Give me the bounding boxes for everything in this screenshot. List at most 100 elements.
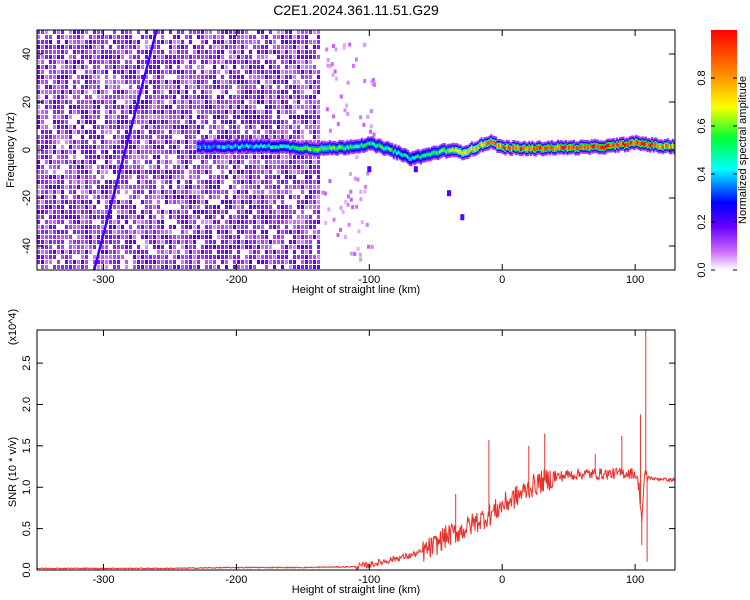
- heatmap-signal-cell: [547, 145, 550, 150]
- heatmap-noise-cell: [285, 35, 288, 39]
- heatmap-noise-cell: [301, 255, 304, 259]
- heatmap-noise-cell: [317, 180, 320, 184]
- heatmap-signal-cell: [338, 145, 341, 149]
- heatmap-noise-cell: [141, 225, 144, 229]
- heatmap-noise-cell: [53, 90, 56, 94]
- heatmap-noise-cell: [221, 240, 224, 244]
- heatmap-noise-cell: [189, 180, 192, 184]
- heatmap-noise-cell: [53, 205, 56, 209]
- heatmap-noise-cell: [169, 95, 172, 99]
- heatmap-noise-cell: [93, 35, 96, 39]
- heatmap-noise-cell: [93, 235, 96, 239]
- heatmap-noise-cell: [273, 45, 276, 49]
- heatmap-noise-cell: [57, 105, 60, 109]
- heatmap-noise-cell: [317, 175, 320, 179]
- heatmap-signal-cell: [448, 148, 451, 153]
- heatmap-noise-cell: [217, 195, 220, 199]
- heatmap-noise-cell: [301, 225, 304, 229]
- heatmap-noise-cell: [145, 125, 148, 129]
- heatmap-noise-cell: [117, 165, 120, 169]
- heatmap-noise-cell: [185, 80, 188, 84]
- heatmap-noise-cell: [57, 185, 60, 189]
- heatmap-noise-cell: [233, 160, 236, 164]
- heatmap-noise-cell: [241, 160, 244, 164]
- colorbar-tick-label: 0.6: [696, 118, 708, 133]
- heatmap-noise-cell: [185, 185, 188, 189]
- heatmap-noise-cell: [49, 70, 52, 74]
- heatmap-noise-cell: [121, 185, 124, 189]
- heatmap-noise-cell: [141, 105, 144, 109]
- heatmap-signal-cell: [257, 145, 260, 149]
- heatmap-noise-cell: [133, 80, 136, 84]
- heatmap-noise-cell: [89, 110, 92, 114]
- heatmap-noise-cell: [305, 40, 308, 44]
- heatmap-noise-cell: [97, 65, 100, 69]
- heatmap-noise-cell: [45, 125, 48, 129]
- heatmap-noise-cell: [245, 220, 248, 224]
- heatmap-noise-cell: [285, 175, 288, 179]
- heatmap-noise-cell: [233, 130, 236, 134]
- heatmap-noise-cell: [45, 50, 48, 54]
- heatmap-noise-cell: [301, 215, 304, 219]
- heatmap-noise-cell: [105, 105, 108, 109]
- heatmap-signal-cell: [604, 145, 607, 149]
- heatmap-noise-cell: [241, 80, 244, 84]
- heatmap-noise-cell: [81, 225, 84, 229]
- heatmap-noise-cell: [269, 65, 272, 69]
- heatmap-noise-cell: [221, 235, 224, 239]
- heatmap-noise-cell: [85, 210, 88, 214]
- heatmap-noise-cell: [45, 115, 48, 119]
- heatmap-noise-cell: [97, 50, 100, 54]
- heatmap-noise-cell: [145, 205, 148, 209]
- heatmap-noise-cell: [153, 220, 156, 224]
- heatmap-noise-cell: [165, 95, 168, 99]
- heatmap-noise-cell: [129, 240, 132, 244]
- heatmap-noise-cell: [53, 135, 56, 139]
- heatmap-noise-cell: [285, 160, 288, 164]
- heatmap-noise-cell: [121, 115, 124, 119]
- heatmap-noise-cell: [205, 135, 208, 139]
- heatmap-noise-cell: [265, 155, 268, 159]
- heatmap-noise-cell: [61, 120, 64, 124]
- heatmap-noise-cell: [305, 55, 308, 59]
- heatmap-noise-cell: [125, 70, 128, 74]
- heatmap-noise-cell: [277, 160, 280, 164]
- heatmap-noise-cell: [145, 135, 148, 139]
- heatmap-noise-cell: [85, 115, 88, 119]
- heatmap-scatter-cell: [355, 155, 359, 160]
- heatmap-noise-cell: [297, 225, 300, 229]
- heatmap-noise-cell: [149, 255, 152, 259]
- heatmap-noise-cell: [261, 90, 264, 94]
- heatmap-noise-cell: [193, 100, 196, 104]
- heatmap-noise-cell: [97, 30, 100, 34]
- heatmap-noise-cell: [165, 230, 168, 234]
- heatmap-signal-cell: [317, 148, 320, 152]
- heatmap-noise-cell: [241, 200, 244, 204]
- heatmap-noise-cell: [137, 60, 140, 64]
- heatmap-noise-cell: [145, 145, 148, 149]
- heatmap-signal-cell: [595, 144, 598, 149]
- heatmap-signal-cell: [268, 143, 271, 148]
- heatmap-noise-cell: [89, 170, 92, 174]
- heatmap-signal-cell: [252, 145, 255, 150]
- heatmap-noise-cell: [269, 105, 272, 109]
- heatmap-noise-cell: [193, 240, 196, 244]
- heatmap-noise-cell: [177, 240, 180, 244]
- heatmap-signal-cell: [553, 146, 556, 151]
- heatmap-noise-cell: [189, 155, 192, 159]
- heatmap-noise-cell: [301, 165, 304, 169]
- heatmap-noise-cell: [109, 100, 112, 104]
- heatmap-noise-cell: [229, 235, 232, 239]
- heatmap-noise-cell: [69, 40, 72, 44]
- heatmap-signal-cell: [282, 144, 285, 148]
- heatmap-noise-cell: [177, 140, 180, 144]
- heatmap-noise-cell: [245, 115, 248, 119]
- heatmap-noise-cell: [125, 175, 128, 179]
- heatmap-noise-cell: [177, 265, 180, 269]
- heatmap-noise-cell: [297, 155, 300, 159]
- heatmap-noise-cell: [81, 100, 84, 104]
- heatmap-noise-cell: [105, 160, 108, 164]
- heatmap-noise-cell: [149, 160, 152, 164]
- heatmap-noise-cell: [173, 165, 176, 169]
- heatmap-noise-cell: [273, 135, 276, 139]
